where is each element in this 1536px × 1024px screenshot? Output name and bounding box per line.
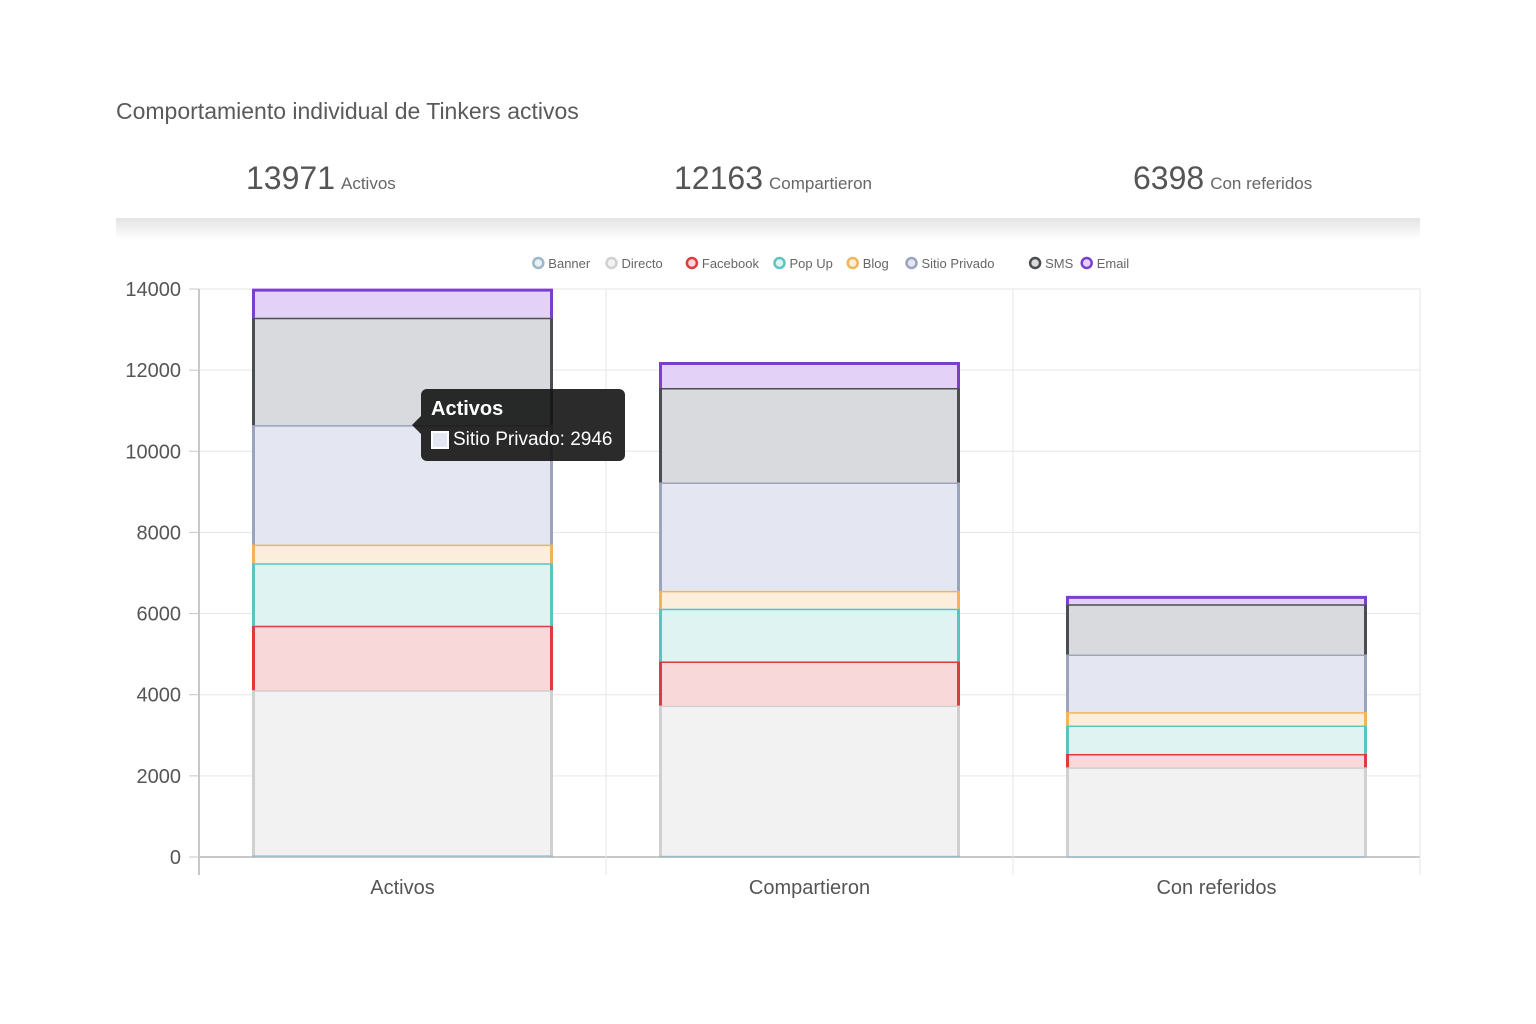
kpi-label: Con referidos (1210, 174, 1313, 193)
legend-swatch (532, 256, 545, 270)
bar-segment (1067, 753, 1366, 768)
bar-segment (1067, 725, 1366, 754)
y-tick-label: 2000 (137, 766, 182, 788)
x-tick-label: Compartieron (749, 877, 870, 899)
legend-label: Blog (863, 256, 889, 271)
bar-segment (1067, 597, 1366, 605)
y-tick-label: 12000 (125, 360, 181, 382)
bar-segment-border (659, 854, 960, 858)
bar-segment (660, 590, 959, 609)
y-tick-label: 4000 (137, 685, 182, 707)
kpi-value: 6398 (1133, 160, 1205, 196)
bar-segment-border (252, 853, 553, 857)
bar-segment-border (252, 624, 553, 691)
legend-label: Email (1097, 256, 1130, 271)
chart-title: Comportamiento individual de Tinkers act… (116, 98, 579, 124)
bar-segment-border (659, 659, 960, 706)
y-tick-label: 6000 (137, 604, 182, 626)
kpi-value: 12163 (674, 160, 763, 196)
legend-swatch (846, 256, 859, 270)
bar-segment-border (1066, 854, 1367, 858)
bar-segment (660, 705, 959, 856)
bar-segment (660, 387, 959, 483)
bar-segment-border (1066, 595, 1367, 605)
x-tick-label: Activos (370, 877, 434, 899)
tooltip-swatch (431, 431, 449, 449)
legend-label: SMS (1045, 256, 1074, 271)
legend-label: Pop Up (790, 256, 833, 271)
kpi-activos: 13971 Activos (246, 160, 396, 197)
legend-label: Facebook (702, 256, 760, 271)
y-tick-label: 10000 (125, 441, 181, 463)
legend-swatch (1080, 256, 1093, 270)
tooltip-title: Activos (431, 398, 504, 420)
legend-label: Sitio Privado (922, 256, 995, 271)
kpi-compartieron: 12163 Compartieron (674, 160, 872, 197)
kpi-label: Compartieron (768, 174, 872, 193)
bar-segment (253, 625, 552, 691)
legend-swatch (1028, 256, 1042, 270)
bar-segment (660, 608, 959, 662)
chart-tooltip: Activos Sitio Privado: 2946 (412, 389, 625, 461)
legend-swatch (685, 256, 699, 270)
y-tick-label: 0 (170, 847, 181, 869)
bar-segment (1067, 767, 1366, 857)
kpi-value: 13971 (246, 160, 335, 196)
bar-segment (660, 482, 959, 591)
bar-segment (1067, 712, 1366, 726)
x-tick-label: Con referidos (1156, 877, 1276, 899)
y-tick-label: 14000 (125, 279, 181, 301)
bar-segment (253, 563, 552, 626)
bar-segment (253, 544, 552, 564)
bar-segment (253, 690, 552, 856)
bar-segment-border (252, 561, 553, 626)
bar-segment-border (252, 288, 553, 318)
tooltip-row: Sitio Privado: 2946 (431, 429, 613, 451)
bar-segment-border (1066, 724, 1367, 754)
header-divider (116, 218, 1420, 240)
bar-segment-border (659, 362, 960, 388)
bar-segment (253, 290, 552, 318)
bar-segment (660, 363, 959, 388)
bar-segment-border (252, 423, 553, 545)
legend-label: Banner (548, 256, 591, 271)
legend-label: Directo (622, 256, 663, 271)
bar-segment (1067, 654, 1366, 713)
y-tick-label: 8000 (137, 522, 182, 544)
kpi-con-referidos: 6398 Con referidos (1133, 160, 1312, 197)
bar-segment-border (1066, 653, 1367, 713)
kpi-label: Activos (340, 174, 396, 193)
bar-segment-border (1066, 752, 1367, 768)
bar-segment (660, 661, 959, 706)
bar-segment-border (659, 704, 960, 856)
legend-swatch (905, 256, 918, 270)
legend-swatch (773, 256, 786, 270)
bar-segment (1067, 604, 1366, 655)
bar-segment-border (659, 481, 960, 591)
legend-swatch (605, 256, 618, 270)
tooltip-label: Sitio Privado: 2946 (453, 429, 613, 450)
bar-segment-border (659, 607, 960, 662)
